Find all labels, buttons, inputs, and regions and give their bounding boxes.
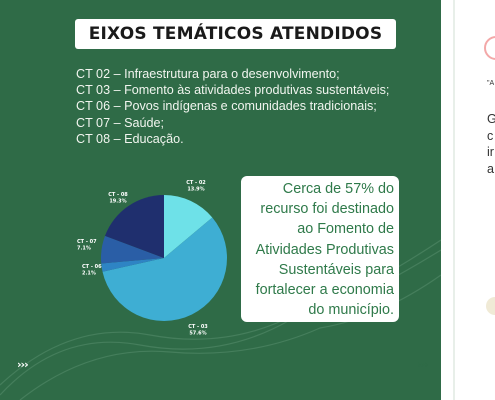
pie-slice-ct-07 [101,235,164,264]
callout-text: Cerca de 57% do recurso foi destinado ao… [255,181,394,319]
slide-eixos-tematicos: EIXOS TEMÁTICOS ATENDIDOS CT 02 – Infrae… [0,0,441,400]
decorative-circle-icon [486,297,495,315]
next-slide-border [453,0,455,400]
next-slide-line: ir [487,145,494,159]
slide-gap [441,0,453,400]
title-banner: EIXOS TEMÁTICOS ATENDIDOS [75,19,396,49]
thematic-axes-list: CT 02 – Infraestrutura para o desenvolvi… [76,66,396,147]
list-item: CT 07 – Saúde; [76,115,164,130]
pie-slice-label: CT - 02 [186,180,206,186]
pie-slice-value-label: 7.1% [77,246,91,252]
pie-slice-label: CT - 08 [108,192,128,198]
pie-slice-value-label: 2.1% [82,271,96,277]
pie-slice-ct-03 [102,217,227,321]
next-slide-text: G c ir a [487,111,495,177]
list-item: CT 06 – Povos indígenas e comunidades tr… [76,99,377,114]
pie-slice-ct-02 [164,195,213,258]
next-slide-line: c [487,128,494,143]
pie-slice-label: CT - 06 [82,264,102,270]
next-slide-line: G [487,112,495,126]
pie-slice-label: CT - 07 [77,239,97,245]
next-slide-preview[interactable] [453,0,495,400]
slide-title: EIXOS TEMÁTICOS ATENDIDOS [88,24,383,44]
pie-slice-ct-06 [101,258,164,272]
callout-box: Cerca de 57% do recurso foi destinado ao… [241,176,399,322]
pie-slice-label: CT - 03 [188,324,208,330]
list-item: CT 03 – Fomento às atividades produtivas… [76,83,390,98]
next-slide-line: a [487,161,495,176]
list-item: CT 02 – Infraestrutura para o desenvolvi… [76,67,340,81]
next-slide-arrows-icon[interactable]: ››› [417,358,429,371]
pie-slice-value-label: 13.9% [187,187,204,193]
next-arrows-icon[interactable]: ››› [17,358,29,371]
list-item: CT 08 – Educação. [76,131,184,146]
pie-slice-value-label: 19.3% [109,199,126,205]
pie-slice-ct-08 [104,195,164,258]
pie-chart: CT - 02 13.9% CT - 03 57.6% CT - 06 2.1% CT - … [60,172,260,342]
next-slide-quote: "A [487,80,495,87]
pie-slice-value-label: 57.6% [189,331,206,337]
